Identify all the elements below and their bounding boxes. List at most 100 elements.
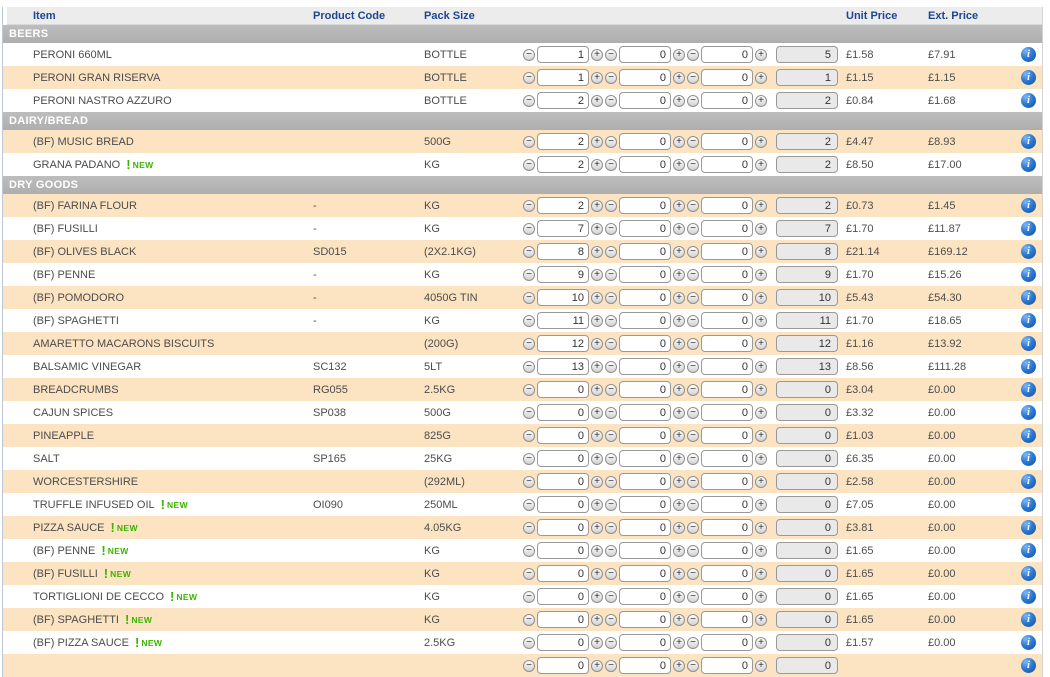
qty2-decrement-button[interactable]: − <box>605 567 617 580</box>
qty3-input[interactable] <box>701 92 753 109</box>
qty1-input[interactable] <box>537 197 589 214</box>
qty2-increment-button[interactable]: + <box>673 360 685 373</box>
qty3-decrement-button[interactable]: − <box>687 544 699 557</box>
qty3-decrement-button[interactable]: − <box>687 199 699 212</box>
qty1-input[interactable] <box>537 69 589 86</box>
qty1-increment-button[interactable]: + <box>591 268 603 281</box>
qty2-decrement-button[interactable]: − <box>605 245 617 258</box>
qty1-increment-button[interactable]: + <box>591 222 603 235</box>
qty3-input[interactable] <box>701 335 753 352</box>
qty2-increment-button[interactable]: + <box>673 268 685 281</box>
qty2-input[interactable] <box>619 450 671 467</box>
qty1-increment-button[interactable]: + <box>591 337 603 350</box>
qty3-increment-button[interactable]: + <box>755 429 767 442</box>
qty1-increment-button[interactable]: + <box>591 71 603 84</box>
qty2-increment-button[interactable]: + <box>673 48 685 61</box>
qty2-increment-button[interactable]: + <box>673 383 685 396</box>
qty3-input[interactable] <box>701 46 753 63</box>
qty2-input[interactable] <box>619 588 671 605</box>
qty3-decrement-button[interactable]: − <box>687 429 699 442</box>
qty1-increment-button[interactable]: + <box>591 314 603 327</box>
qty1-increment-button[interactable]: + <box>591 94 603 107</box>
qty2-input[interactable] <box>619 611 671 628</box>
qty2-decrement-button[interactable]: − <box>605 158 617 171</box>
qty2-increment-button[interactable]: + <box>673 406 685 419</box>
info-icon[interactable]: i <box>1021 70 1036 85</box>
qty2-decrement-button[interactable]: − <box>605 360 617 373</box>
qty3-decrement-button[interactable]: − <box>687 245 699 258</box>
qty1-increment-button[interactable]: + <box>591 383 603 396</box>
qty1-input[interactable] <box>537 46 589 63</box>
qty1-decrement-button[interactable]: − <box>523 429 535 442</box>
qty3-increment-button[interactable]: + <box>755 659 767 672</box>
qty2-increment-button[interactable]: + <box>673 613 685 626</box>
qty1-increment-button[interactable]: + <box>591 406 603 419</box>
qty3-decrement-button[interactable]: − <box>687 135 699 148</box>
qty1-input[interactable] <box>537 92 589 109</box>
info-icon[interactable]: i <box>1021 589 1036 604</box>
info-icon[interactable]: i <box>1021 520 1036 535</box>
qty1-decrement-button[interactable]: − <box>523 199 535 212</box>
qty2-input[interactable] <box>619 156 671 173</box>
qty3-decrement-button[interactable]: − <box>687 498 699 511</box>
qty2-increment-button[interactable]: + <box>673 71 685 84</box>
qty3-input[interactable] <box>701 266 753 283</box>
qty2-input[interactable] <box>619 266 671 283</box>
qty1-decrement-button[interactable]: − <box>523 475 535 488</box>
qty1-increment-button[interactable]: + <box>591 199 603 212</box>
qty3-increment-button[interactable]: + <box>755 337 767 350</box>
qty1-increment-button[interactable]: + <box>591 452 603 465</box>
qty1-decrement-button[interactable]: − <box>523 452 535 465</box>
qty2-input[interactable] <box>619 133 671 150</box>
qty2-decrement-button[interactable]: − <box>605 475 617 488</box>
qty1-decrement-button[interactable]: − <box>523 521 535 534</box>
qty3-input[interactable] <box>701 133 753 150</box>
qty2-increment-button[interactable]: + <box>673 475 685 488</box>
qty2-input[interactable] <box>619 243 671 260</box>
qty1-decrement-button[interactable]: − <box>523 314 535 327</box>
qty3-increment-button[interactable]: + <box>755 636 767 649</box>
info-icon[interactable]: i <box>1021 359 1036 374</box>
qty2-decrement-button[interactable]: − <box>605 48 617 61</box>
qty2-decrement-button[interactable]: − <box>605 383 617 396</box>
qty1-increment-button[interactable]: + <box>591 475 603 488</box>
info-icon[interactable]: i <box>1021 244 1036 259</box>
qty3-increment-button[interactable]: + <box>755 48 767 61</box>
qty2-decrement-button[interactable]: − <box>605 406 617 419</box>
qty2-decrement-button[interactable]: − <box>605 613 617 626</box>
qty3-increment-button[interactable]: + <box>755 291 767 304</box>
qty1-increment-button[interactable]: + <box>591 360 603 373</box>
qty3-decrement-button[interactable]: − <box>687 521 699 534</box>
qty3-increment-button[interactable]: + <box>755 71 767 84</box>
qty1-decrement-button[interactable]: − <box>523 659 535 672</box>
qty1-increment-button[interactable]: + <box>591 135 603 148</box>
qty2-increment-button[interactable]: + <box>673 314 685 327</box>
qty3-decrement-button[interactable]: − <box>687 636 699 649</box>
qty2-increment-button[interactable]: + <box>673 452 685 465</box>
qty1-input[interactable] <box>537 611 589 628</box>
qty3-increment-button[interactable]: + <box>755 544 767 557</box>
qty1-input[interactable] <box>537 335 589 352</box>
qty1-input[interactable] <box>537 312 589 329</box>
qty2-increment-button[interactable]: + <box>673 429 685 442</box>
qty3-increment-button[interactable]: + <box>755 590 767 603</box>
qty2-input[interactable] <box>619 565 671 582</box>
qty1-increment-button[interactable]: + <box>591 48 603 61</box>
qty1-decrement-button[interactable]: − <box>523 406 535 419</box>
qty2-increment-button[interactable]: + <box>673 659 685 672</box>
qty2-increment-button[interactable]: + <box>673 544 685 557</box>
qty1-decrement-button[interactable]: − <box>523 498 535 511</box>
qty1-decrement-button[interactable]: − <box>523 135 535 148</box>
qty2-decrement-button[interactable]: − <box>605 429 617 442</box>
qty3-increment-button[interactable]: + <box>755 94 767 107</box>
qty3-input[interactable] <box>701 450 753 467</box>
qty1-decrement-button[interactable]: − <box>523 268 535 281</box>
qty3-input[interactable] <box>701 220 753 237</box>
qty1-input[interactable] <box>537 243 589 260</box>
qty2-decrement-button[interactable]: − <box>605 659 617 672</box>
qty3-increment-button[interactable]: + <box>755 268 767 281</box>
info-icon[interactable]: i <box>1021 451 1036 466</box>
qty3-increment-button[interactable]: + <box>755 406 767 419</box>
qty2-increment-button[interactable]: + <box>673 158 685 171</box>
qty2-increment-button[interactable]: + <box>673 337 685 350</box>
